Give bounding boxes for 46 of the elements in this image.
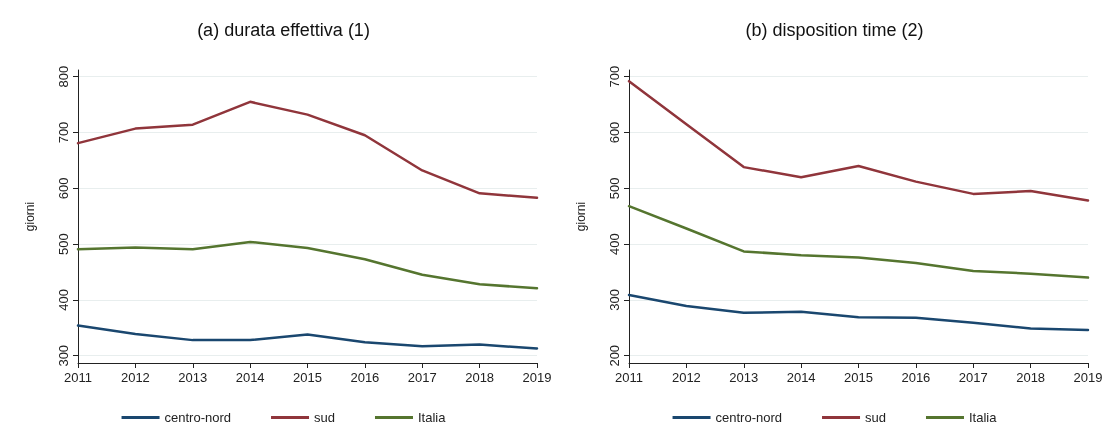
x-tick-label: 2016 — [350, 370, 380, 385]
y-tick-label: 300 — [56, 344, 71, 367]
x-tick-label: 2017 — [407, 370, 437, 385]
x-tick-label: 2013 — [178, 370, 208, 385]
y-tick-label: 700 — [56, 121, 71, 144]
legend-label: centro-nord — [715, 410, 783, 425]
x-tick-label: 2019 — [522, 370, 552, 385]
legend-label: sud — [865, 410, 886, 425]
y-tick-label: 400 — [607, 233, 622, 255]
x-tick-label: 2016 — [901, 370, 931, 385]
chart-title: (a) durata effettiva (1) — [197, 20, 370, 40]
legend-label: centro-nord — [164, 410, 232, 425]
y-tick-label: 300 — [607, 289, 622, 311]
x-tick-label: 2017 — [958, 370, 988, 385]
x-tick-label: 2018 — [465, 370, 495, 385]
x-tick-label: 2015 — [293, 370, 322, 385]
y-tick-label: 700 — [607, 65, 622, 88]
x-tick-label: 2018 — [1016, 370, 1046, 385]
legend-label: Italia — [417, 410, 447, 425]
legend-label: sud — [314, 410, 335, 425]
line-series — [76, 324, 539, 350]
x-tick-label: 2012 — [120, 370, 150, 385]
y-tick-label: 500 — [607, 177, 622, 200]
line-series — [76, 100, 539, 200]
legend-label: Italia — [968, 410, 998, 425]
x-tick-label: 2011 — [615, 370, 643, 385]
y-tick-label: 200 — [607, 344, 622, 367]
y-tick-label: 400 — [56, 289, 71, 311]
x-tick-label: 2014 — [786, 370, 816, 385]
y-tick-label: 600 — [56, 177, 71, 200]
y-tick-label: 600 — [607, 121, 622, 144]
x-tick-label: 2012 — [671, 370, 701, 385]
x-tick-label: 2014 — [235, 370, 265, 385]
x-tick-label: 2013 — [729, 370, 759, 385]
x-tick-label: 2015 — [844, 370, 873, 385]
line-series — [76, 240, 539, 290]
y-tick-label: 500 — [56, 233, 71, 255]
line-series — [627, 293, 1090, 332]
line-series — [627, 79, 1090, 202]
x-tick-label: 2019 — [1073, 370, 1103, 385]
line-series — [627, 204, 1090, 279]
chart-title: (b) disposition time (2) — [745, 20, 924, 40]
y-tick-label: 800 — [56, 65, 71, 88]
y-axis-title: giorni — [23, 201, 37, 232]
y-axis-title: giorni — [574, 201, 588, 232]
x-tick-label: 2011 — [64, 370, 92, 385]
